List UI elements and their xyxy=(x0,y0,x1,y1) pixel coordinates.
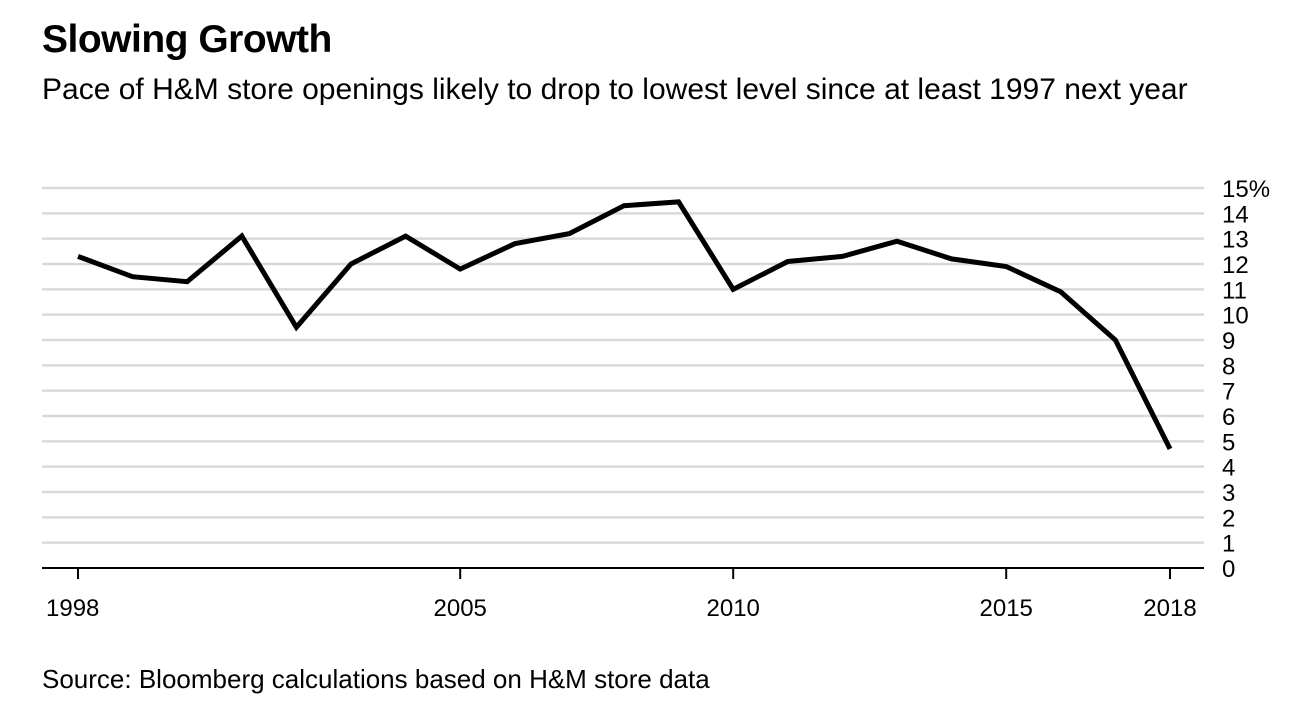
y-tick-label: 10 xyxy=(1222,303,1249,330)
y-tick-label: 15% xyxy=(1222,176,1270,203)
data-point xyxy=(294,325,299,330)
data-point xyxy=(676,199,681,204)
y-tick-label: 11 xyxy=(1222,277,1247,304)
data-point xyxy=(76,254,81,259)
data-point xyxy=(731,287,736,292)
x-tick-label: 2005 xyxy=(434,595,487,622)
y-tick-label: 13 xyxy=(1222,227,1249,254)
data-point xyxy=(1168,446,1173,451)
y-tick-label: 1 xyxy=(1222,531,1235,558)
data-point xyxy=(840,254,845,259)
y-tick-label: 9 xyxy=(1222,328,1235,355)
data-point xyxy=(458,267,463,272)
x-tick-labels: 1998 2005 2010 2015 2018 xyxy=(46,595,1197,622)
data-point xyxy=(185,279,190,284)
data-series xyxy=(76,199,1173,451)
x-tick-label: 2015 xyxy=(980,595,1033,622)
y-tick-label: 6 xyxy=(1222,404,1235,431)
x-tick-label: 2010 xyxy=(707,595,760,622)
data-point xyxy=(239,234,244,239)
x-tick-label: 2018 xyxy=(1143,595,1196,622)
x-tick-label: 1998 xyxy=(46,595,99,622)
chart-title: Slowing Growth xyxy=(42,18,332,61)
chart-subtitle: Pace of H&M store openings likely to dro… xyxy=(42,73,1188,106)
data-point xyxy=(785,259,790,264)
data-point xyxy=(512,241,517,246)
y-tick-label: 4 xyxy=(1222,455,1235,482)
data-point xyxy=(895,239,900,244)
data-point xyxy=(349,262,354,267)
y-tick-label: 5 xyxy=(1222,429,1235,456)
data-point xyxy=(1004,264,1009,269)
data-point xyxy=(567,231,572,236)
y-tick-label: 2 xyxy=(1222,505,1235,532)
data-point xyxy=(622,203,627,208)
y-tick-label: 3 xyxy=(1222,480,1235,507)
y-tick-label: 0 xyxy=(1222,556,1235,583)
data-point xyxy=(949,256,954,261)
y-tick-label: 12 xyxy=(1222,252,1249,279)
y-tick-label: 7 xyxy=(1222,379,1235,406)
y-tick-label: 14 xyxy=(1222,201,1249,228)
data-point xyxy=(130,274,135,279)
y-tick-label: 8 xyxy=(1222,353,1235,380)
data-point xyxy=(403,234,408,239)
data-point xyxy=(1113,338,1118,343)
grid-lines xyxy=(42,186,1204,544)
x-axis xyxy=(42,567,1204,579)
source-note: Source: Bloomberg calculations based on … xyxy=(42,664,710,694)
series-line xyxy=(77,199,1173,451)
data-point xyxy=(1058,289,1063,294)
